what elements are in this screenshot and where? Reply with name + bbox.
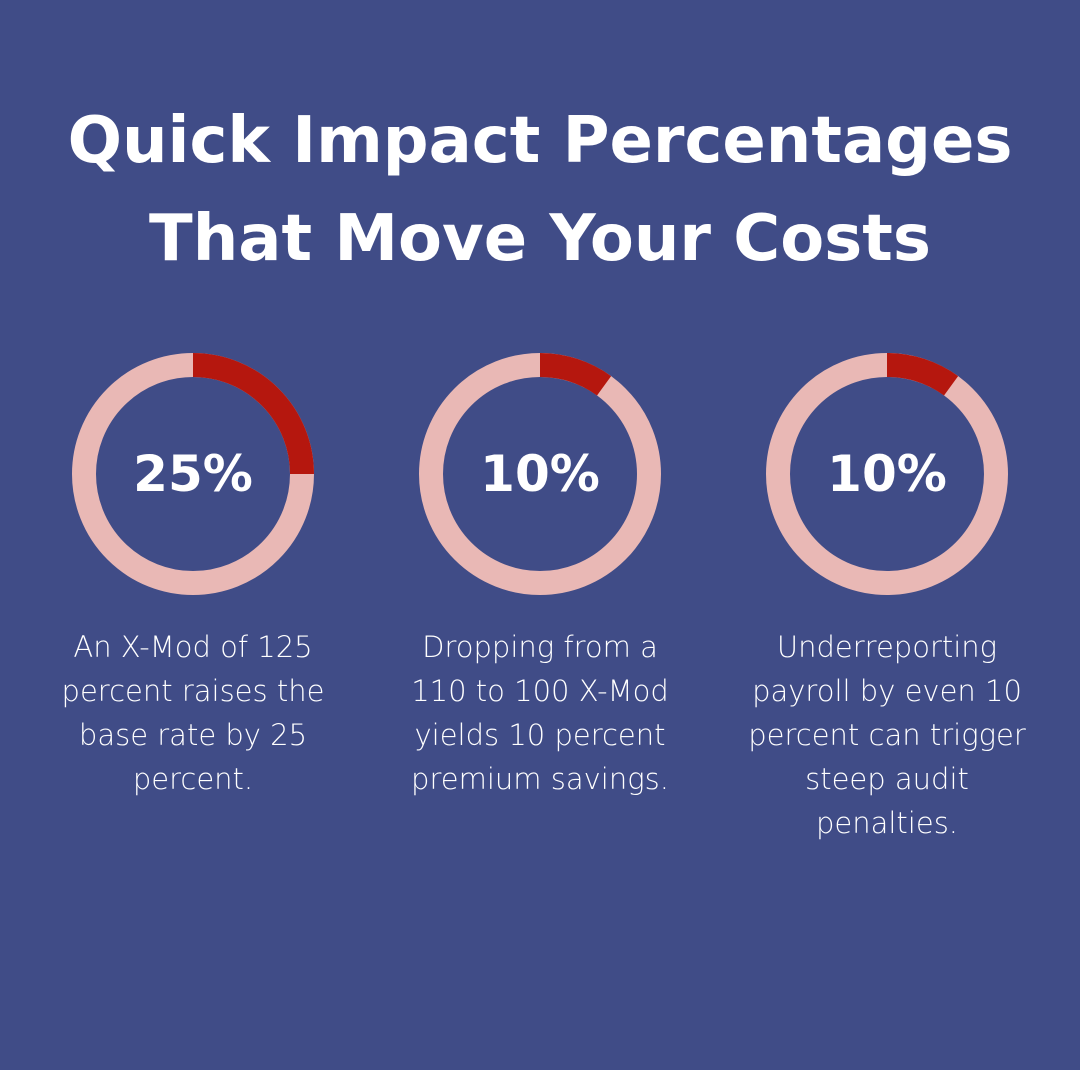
value-label: 10%	[827, 445, 947, 503]
value-label: 10%	[480, 445, 600, 503]
donut-segment	[539, 353, 612, 396]
donut-segment	[886, 353, 959, 396]
caption: An X-Mod of 125 percent raises the base …	[61, 630, 325, 796]
value-label: 25%	[133, 445, 253, 503]
donut-segment	[192, 353, 314, 475]
title: Quick Impact Percentages That Move Your …	[67, 104, 1013, 276]
caption: Dropping from a 110 to 100 X-Mod yields …	[411, 630, 669, 796]
caption: Underreporting payroll by even 10 percen…	[748, 630, 1026, 840]
